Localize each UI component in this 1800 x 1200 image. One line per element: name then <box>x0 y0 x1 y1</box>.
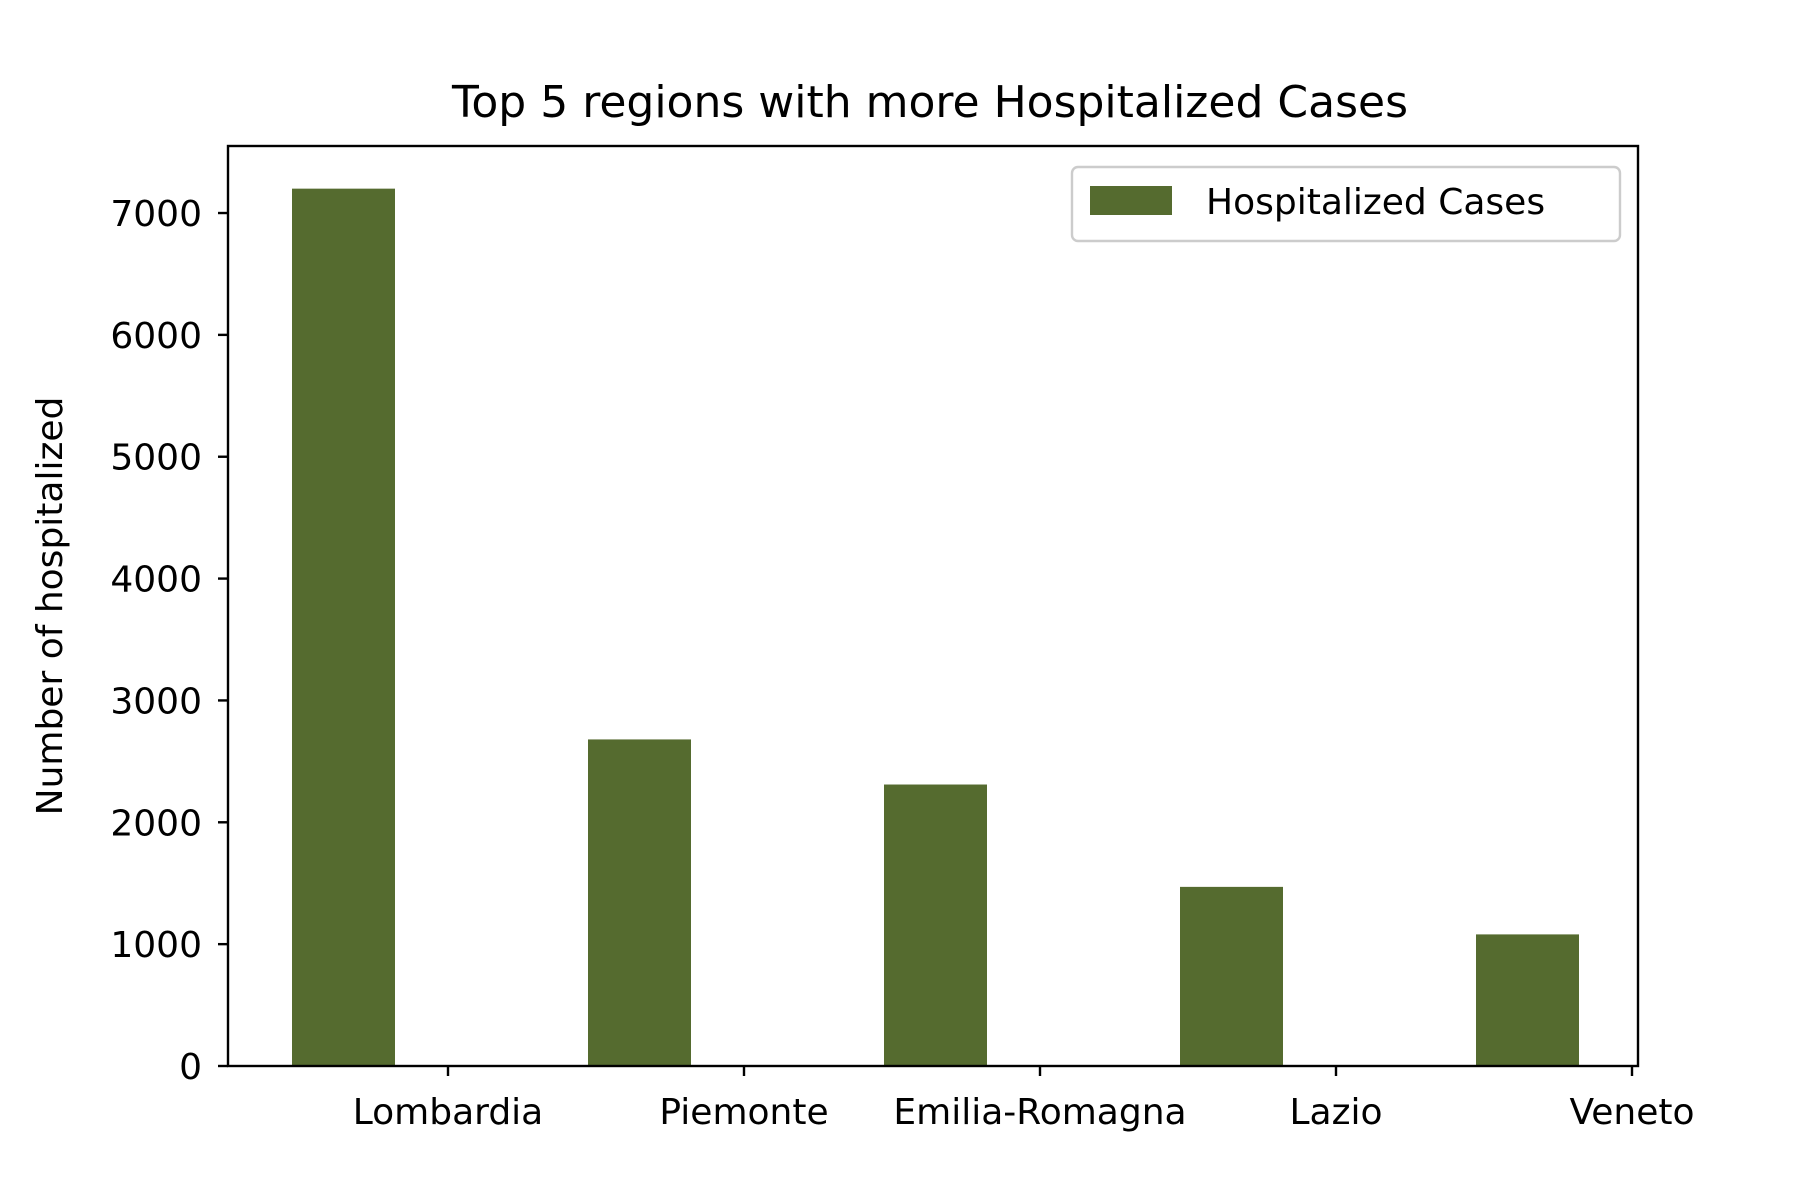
bar-piemonte <box>588 739 691 1066</box>
legend-frame <box>1070 165 1622 243</box>
legend-swatch <box>1090 186 1172 215</box>
y-tick-label: 7000 <box>110 194 202 235</box>
y-tick-label: 4000 <box>110 560 202 601</box>
plot-frame <box>226 144 1640 1068</box>
legend: Hospitalized Cases <box>1070 165 1622 243</box>
y-axis: 0 1000 2000 3000 4000 5000 6000 7000 <box>110 194 228 1088</box>
y-tick-label: 1000 <box>110 925 202 966</box>
x-tick-label: Veneto <box>1569 1092 1694 1133</box>
bar-lombardia <box>292 188 395 1067</box>
legend-label: Hospitalized Cases <box>1206 182 1545 223</box>
bars-layer <box>292 188 1579 1067</box>
y-tick-label: 2000 <box>110 803 202 844</box>
x-axis: Lombardia Piemonte Emilia-Romagna Lazio Vene… <box>353 1066 1695 1133</box>
x-tick-label: Lazio <box>1289 1092 1382 1133</box>
chart-title: Top 5 regions with more Hospitalized Cas… <box>451 77 1408 128</box>
bar-lazio <box>1180 886 1283 1066</box>
bar-veneto <box>1476 934 1579 1066</box>
y-tick-label: 6000 <box>110 316 202 357</box>
bar-emilia-romagna <box>884 784 987 1066</box>
x-tick-label: Piemonte <box>659 1092 828 1133</box>
y-axis-label: Number of hospitalized <box>30 397 71 816</box>
y-tick-label: 3000 <box>110 681 202 722</box>
x-tick-label: Lombardia <box>353 1092 544 1133</box>
x-tick-label: Emilia-Romagna <box>893 1092 1186 1133</box>
y-tick-label: 0 <box>179 1047 202 1088</box>
y-tick-label: 5000 <box>110 438 202 479</box>
